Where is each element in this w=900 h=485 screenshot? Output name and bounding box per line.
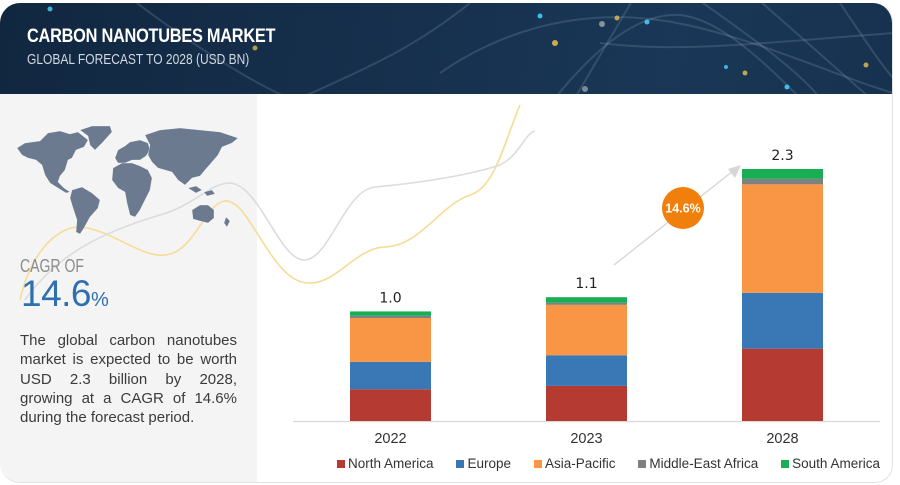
legend-swatch-middle-east-africa xyxy=(638,459,647,468)
legend-label: North America xyxy=(348,456,434,471)
bar-segment-middle-east-africa-2022 xyxy=(350,315,431,319)
legend-item-asia-pacific: Asia-Pacific xyxy=(533,456,616,471)
stacked-bar-chart: 14.6% 1.0 2022 1.1 2023 2.3 2028 xyxy=(293,148,880,447)
bar-segment-north-america-2023 xyxy=(546,385,627,421)
cagr-unit: % xyxy=(91,289,109,311)
x-tick-label-2028: 2028 xyxy=(766,431,798,447)
cagr-badge xyxy=(662,187,704,229)
bar-segment-asia-pacific-2023 xyxy=(546,304,627,356)
page-title: CARBON NANOTUBES MARKET xyxy=(27,26,276,47)
map-australia xyxy=(191,204,215,224)
bar-stack-2023 xyxy=(546,297,627,421)
legend-item-south-america: South America xyxy=(781,456,880,471)
header-decoration xyxy=(47,3,892,94)
bar-stack-2022 xyxy=(350,311,431,421)
legend-item-north-america: North America xyxy=(337,456,434,471)
map-asia xyxy=(144,127,239,186)
bar-segment-middle-east-africa-2023 xyxy=(546,302,627,305)
map-south-america xyxy=(69,186,101,235)
total-label-2023: 1.1 xyxy=(575,276,597,292)
bar-segment-south-america-2023 xyxy=(546,297,627,303)
bar-segment-south-america-2028 xyxy=(742,169,823,179)
total-label-2022: 1.0 xyxy=(379,290,401,306)
bar-segment-north-america-2028 xyxy=(742,348,823,421)
chart-legend: North America Europe Asia-Pacific Middle… xyxy=(337,456,880,471)
map-southeast-asia xyxy=(187,185,216,197)
bar-segment-north-america-2022 xyxy=(350,389,431,421)
map-new-zealand xyxy=(223,216,231,228)
bar-segment-europe-2022 xyxy=(350,361,431,390)
map-europe xyxy=(114,139,151,164)
legend-label: Middle-East Africa xyxy=(649,456,759,471)
total-label-2028: 2.3 xyxy=(771,148,793,164)
cagr-badge-text: 14.6% xyxy=(665,202,700,216)
legend-swatch-europe xyxy=(456,459,465,468)
market-description: The global carbon nanotubes market is ex… xyxy=(20,332,237,427)
cagr-arrow-head xyxy=(728,165,741,178)
legend-label: Asia-Pacific xyxy=(544,456,616,471)
bar-segment-asia-pacific-2028 xyxy=(742,184,823,293)
cagr-value: 14.6% xyxy=(21,274,109,320)
legend-swatch-north-america xyxy=(337,459,345,468)
legend-item-middle-east-africa: Middle-East Africa xyxy=(638,456,758,471)
x-tick-label-2023: 2023 xyxy=(570,431,602,447)
bar-stack-2028 xyxy=(742,169,823,421)
bar-segment-south-america-2022 xyxy=(350,311,431,316)
x-tick-label-2022: 2022 xyxy=(374,431,406,447)
bar-segment-europe-2023 xyxy=(546,355,627,386)
map-africa xyxy=(111,162,153,218)
bar-segment-middle-east-africa-2028 xyxy=(742,178,823,185)
legend-swatch-south-america xyxy=(781,459,790,468)
header-banner: CARBON NANOTUBES MARKET GLOBAL FORECAST … xyxy=(0,3,892,94)
cagr-number: 14.6 xyxy=(21,273,92,314)
legend-swatch-asia-pacific xyxy=(533,459,542,468)
legend-label: South America xyxy=(792,456,880,471)
legend-label: Europe xyxy=(467,456,512,471)
bar-segment-asia-pacific-2022 xyxy=(350,318,431,362)
world-map xyxy=(16,125,239,235)
legend-item-europe: Europe xyxy=(456,456,511,471)
page-subtitle: GLOBAL FORECAST TO 2028 (USD BN) xyxy=(27,51,250,68)
map-north-america xyxy=(16,130,89,194)
bar-segment-europe-2028 xyxy=(742,292,823,349)
